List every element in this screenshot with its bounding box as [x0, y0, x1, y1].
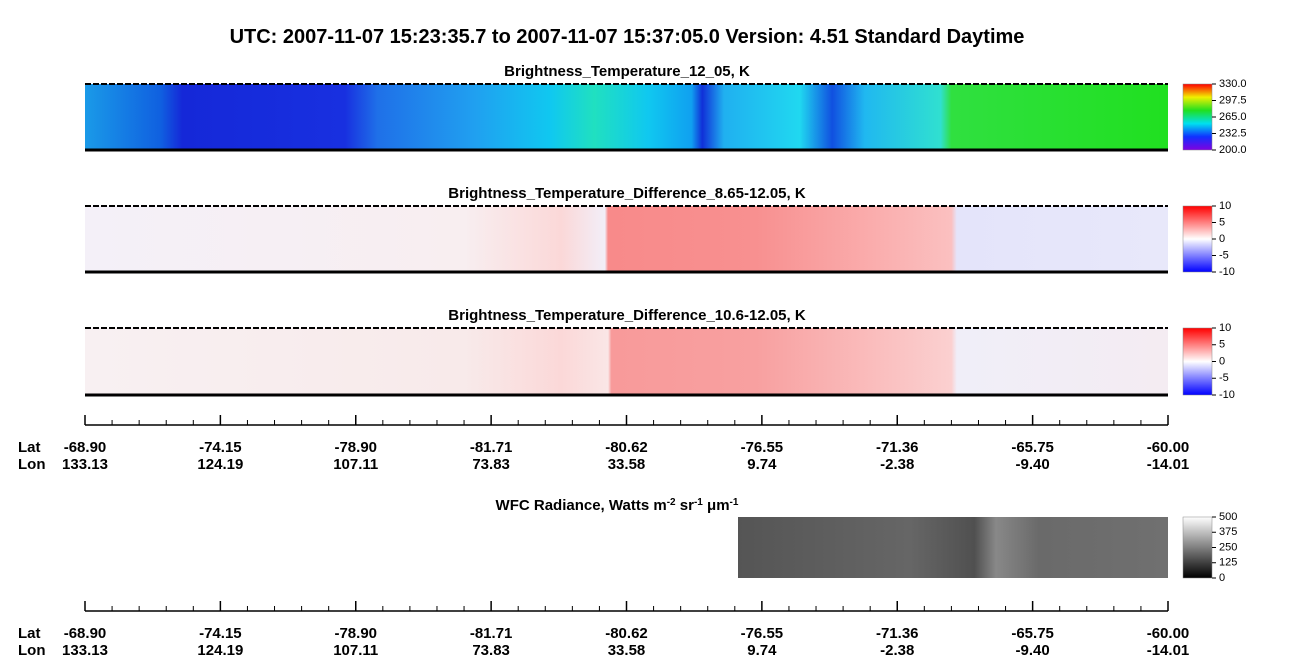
title-part: WFC Radiance, Watts m — [496, 497, 667, 514]
lat-label: -65.75 — [1011, 625, 1054, 642]
swath-image — [85, 328, 1168, 395]
colorbar-label: 0 — [1219, 355, 1225, 367]
lat-label: -65.75 — [1011, 439, 1054, 456]
colorbar-label: 10 — [1219, 200, 1231, 212]
swath-image — [738, 517, 1168, 578]
lon-label: 9.74 — [747, 456, 777, 473]
lat-label: -76.55 — [741, 439, 784, 456]
lat-label: -68.90 — [64, 439, 107, 456]
title-part: -1 — [694, 497, 703, 508]
colorbar-label: 232.5 — [1219, 127, 1247, 139]
lat-label: -81.71 — [470, 625, 513, 642]
lon-label: 107.11 — [333, 456, 378, 473]
colorbar-label: 0 — [1219, 572, 1225, 584]
lon-label: -2.38 — [880, 456, 914, 473]
panel-title: Brightness_Temperature_Difference_10.6-1… — [448, 307, 806, 324]
colorbar-label: 330.0 — [1219, 78, 1247, 90]
colorbar-label: 10 — [1219, 322, 1231, 334]
lat-label: -60.00 — [1147, 625, 1190, 642]
lon-label: 133.13 — [62, 456, 108, 473]
colorbar-label: 265.0 — [1219, 111, 1247, 123]
colorbar — [1182, 83, 1213, 151]
colorbar-label: -10 — [1219, 266, 1235, 278]
colorbar-label: 5 — [1219, 339, 1225, 351]
lat-label: -60.00 — [1147, 439, 1190, 456]
swath-image — [85, 84, 1168, 150]
row-label: Lat — [18, 625, 41, 642]
title-part: sr — [676, 497, 695, 514]
lat-label: -78.90 — [334, 439, 377, 456]
panel-title: Brightness_Temperature_Difference_8.65-1… — [448, 185, 806, 202]
title-part: -1 — [730, 497, 739, 508]
lon-label: -14.01 — [1147, 642, 1190, 659]
lat-label: -74.15 — [199, 439, 242, 456]
row-label: Lon — [18, 456, 46, 473]
lat-label: -76.55 — [741, 625, 784, 642]
lon-label: 73.83 — [472, 456, 510, 473]
lat-label: -71.36 — [876, 439, 919, 456]
colorbar-label: 0 — [1219, 233, 1225, 245]
lat-label: -68.90 — [64, 625, 107, 642]
lon-label: -2.38 — [880, 642, 914, 659]
lat-label: -78.90 — [334, 625, 377, 642]
lat-label: -74.15 — [199, 625, 242, 642]
colorbar-label: 500 — [1219, 511, 1237, 523]
colorbar — [1182, 327, 1213, 396]
lat-label: -71.36 — [876, 625, 919, 642]
colorbar-label: 5 — [1219, 216, 1225, 228]
lon-label: 107.11 — [333, 642, 378, 659]
lat-label: -81.71 — [470, 439, 513, 456]
colorbar-label: -5 — [1219, 372, 1229, 384]
title-part: μm — [703, 497, 730, 514]
panel-title: Brightness_Temperature_12_05, K — [504, 63, 750, 80]
lon-label: -14.01 — [1147, 456, 1190, 473]
lon-label: 124.19 — [197, 456, 243, 473]
lat-label: -80.62 — [605, 625, 648, 642]
swath-image — [85, 206, 1168, 272]
lon-label: 33.58 — [608, 456, 646, 473]
colorbar-label: -10 — [1219, 389, 1235, 401]
lon-label: 124.19 — [197, 642, 243, 659]
colorbar-label: -5 — [1219, 249, 1229, 261]
colorbar — [1182, 516, 1213, 579]
lon-label: 9.74 — [747, 642, 777, 659]
title-part: -2 — [667, 497, 676, 508]
colorbar-label: 125 — [1219, 557, 1237, 569]
figure-title: UTC: 2007-11-07 15:23:35.7 to 2007-11-07… — [230, 26, 1025, 48]
colorbar — [1182, 205, 1213, 273]
lon-label: 73.83 — [472, 642, 510, 659]
colorbar-label: 250 — [1219, 541, 1237, 553]
lon-label: -9.40 — [1016, 456, 1050, 473]
colorbar-label: 375 — [1219, 526, 1237, 538]
row-label: Lat — [18, 439, 41, 456]
row-label: Lon — [18, 642, 46, 659]
colorbar-label: 200.0 — [1219, 144, 1247, 156]
lon-label: 133.13 — [62, 642, 108, 659]
colorbar-label: 297.5 — [1219, 94, 1247, 106]
lat-label: -80.62 — [605, 439, 648, 456]
panel-title: WFC Radiance, Watts m-2 sr-1 μm-1 — [496, 497, 739, 515]
lon-label: 33.58 — [608, 642, 646, 659]
lon-label: -9.40 — [1016, 642, 1050, 659]
